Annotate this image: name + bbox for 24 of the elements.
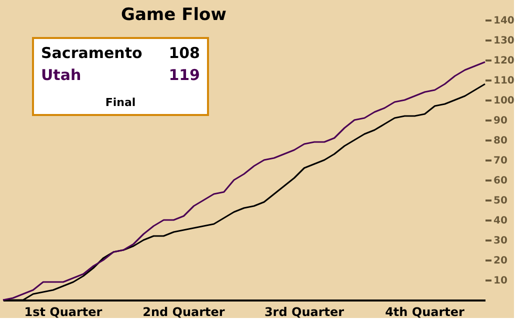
y-tick-label: 70 xyxy=(494,156,508,166)
text: 4th Quarter xyxy=(385,305,465,319)
y-tick-label: 130 xyxy=(494,36,514,46)
y-tick-label: 60 xyxy=(494,176,508,186)
text: Utah xyxy=(41,66,82,84)
y-tick-label: 90 xyxy=(494,116,508,126)
annotation: 108 xyxy=(168,44,200,62)
y-tick-label: 100 xyxy=(494,96,514,106)
y-tick-label: 120 xyxy=(494,56,514,66)
text: 2nd Quarter xyxy=(142,305,225,319)
text: 1st Quarter xyxy=(24,305,102,319)
y-tick-label: 80 xyxy=(494,136,508,146)
text: Sacramento xyxy=(41,44,142,62)
chart-title: Game Flow xyxy=(121,5,227,25)
y-tick-label: 40 xyxy=(494,216,508,226)
text: 3rd Quarter xyxy=(264,305,344,319)
y-tick-label: 10 xyxy=(494,276,508,286)
y-tick-label: 30 xyxy=(494,236,508,246)
y-tick-label: 20 xyxy=(494,256,508,266)
annotation: 119 xyxy=(168,66,200,84)
annotation: Final xyxy=(105,96,136,109)
y-tick-label: 110 xyxy=(494,76,514,86)
y-tick-label: 140 xyxy=(494,16,514,26)
y-tick-label: 50 xyxy=(494,196,508,206)
